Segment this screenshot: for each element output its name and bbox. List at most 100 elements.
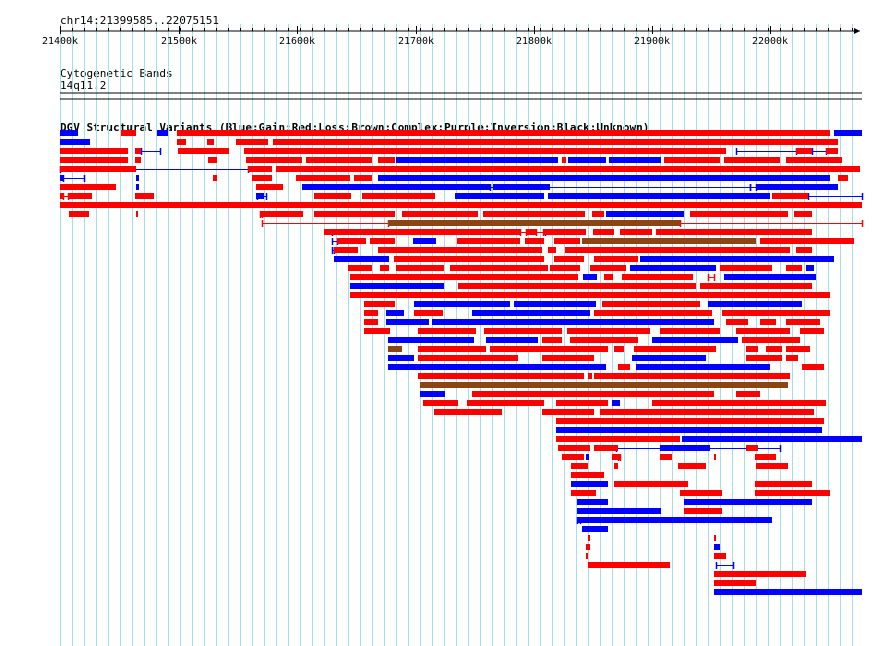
variant-gain[interactable] bbox=[556, 427, 822, 433]
variant-loss[interactable] bbox=[592, 211, 604, 217]
variant-gain[interactable] bbox=[334, 256, 389, 262]
variant-loss[interactable] bbox=[526, 229, 536, 235]
variant-loss[interactable] bbox=[588, 562, 670, 568]
variant-loss[interactable] bbox=[786, 355, 798, 361]
variant-loss[interactable] bbox=[207, 139, 214, 145]
variant-gain[interactable] bbox=[684, 499, 812, 505]
variant-loss[interactable] bbox=[726, 319, 748, 325]
variant-loss[interactable] bbox=[348, 265, 372, 271]
variant-loss[interactable] bbox=[593, 229, 614, 235]
variant-loss[interactable] bbox=[772, 193, 808, 199]
variant-loss[interactable] bbox=[558, 445, 590, 451]
variant-loss[interactable] bbox=[796, 148, 812, 154]
variant-loss[interactable] bbox=[660, 328, 720, 334]
variant-loss[interactable] bbox=[543, 229, 586, 235]
variant-gain[interactable] bbox=[548, 193, 770, 199]
variant-loss[interactable] bbox=[394, 256, 544, 262]
variant-loss[interactable] bbox=[246, 157, 302, 163]
variant-loss[interactable] bbox=[614, 346, 624, 352]
variant-gain[interactable] bbox=[514, 301, 596, 307]
variant-loss[interactable] bbox=[664, 157, 720, 163]
variant-loss[interactable] bbox=[60, 193, 63, 199]
variant-loss[interactable] bbox=[314, 193, 351, 199]
variant-gain[interactable] bbox=[612, 400, 620, 406]
variant-loss[interactable] bbox=[554, 238, 580, 244]
variant-gain[interactable] bbox=[577, 499, 608, 505]
variant-loss[interactable] bbox=[350, 274, 578, 280]
variant-loss[interactable] bbox=[794, 211, 812, 217]
variant-loss[interactable] bbox=[724, 157, 780, 163]
variant-loss[interactable] bbox=[296, 175, 350, 181]
variant-loss[interactable] bbox=[684, 508, 722, 514]
variant-loss[interactable] bbox=[273, 139, 838, 145]
variant-gain[interactable] bbox=[577, 517, 772, 523]
variant-gain[interactable] bbox=[157, 130, 168, 136]
variant-loss[interactable] bbox=[362, 193, 435, 199]
variant-loss[interactable] bbox=[802, 364, 824, 370]
variant-loss[interactable] bbox=[208, 157, 217, 163]
variant-complex[interactable] bbox=[420, 382, 788, 388]
variant-loss[interactable] bbox=[261, 211, 303, 217]
variant-gain[interactable] bbox=[386, 310, 404, 316]
variant-loss[interactable] bbox=[571, 490, 596, 496]
variant-loss[interactable] bbox=[714, 553, 726, 559]
variant-loss[interactable] bbox=[414, 310, 443, 316]
variant-loss[interactable] bbox=[354, 175, 372, 181]
variant-gain[interactable] bbox=[60, 130, 78, 136]
variant-complex[interactable] bbox=[388, 220, 680, 226]
variant-loss[interactable] bbox=[760, 319, 776, 325]
variant-gain[interactable] bbox=[630, 265, 716, 271]
variant-loss[interactable] bbox=[457, 238, 520, 244]
variant-loss[interactable] bbox=[434, 409, 502, 415]
variant-loss[interactable] bbox=[350, 292, 830, 298]
variant-loss[interactable] bbox=[418, 346, 486, 352]
variant-gain[interactable] bbox=[493, 184, 550, 190]
variant-loss[interactable] bbox=[562, 454, 584, 460]
variant-loss[interactable] bbox=[600, 409, 814, 415]
variant-gain[interactable] bbox=[583, 274, 597, 280]
variant-loss[interactable] bbox=[60, 148, 128, 154]
variant-gain[interactable] bbox=[350, 283, 444, 289]
variant-loss[interactable] bbox=[69, 211, 89, 217]
variant-loss[interactable] bbox=[472, 391, 714, 397]
variant-loss[interactable] bbox=[746, 445, 758, 451]
variant-loss[interactable] bbox=[490, 346, 608, 352]
variant-gain[interactable] bbox=[388, 355, 414, 361]
variant-loss[interactable] bbox=[135, 148, 141, 154]
variant-loss[interactable] bbox=[396, 265, 444, 271]
variant-loss[interactable] bbox=[177, 139, 186, 145]
variant-loss[interactable] bbox=[364, 310, 378, 316]
variant-complex[interactable] bbox=[582, 238, 756, 244]
variant-loss[interactable] bbox=[746, 355, 782, 361]
variant-gain[interactable] bbox=[302, 184, 490, 190]
variant-loss[interactable] bbox=[178, 148, 229, 154]
variant-loss[interactable] bbox=[378, 247, 542, 253]
variant-loss[interactable] bbox=[622, 274, 693, 280]
variant-loss[interactable] bbox=[800, 328, 824, 334]
variant-gain[interactable] bbox=[256, 193, 264, 199]
variant-gain[interactable] bbox=[834, 130, 862, 136]
variant-loss[interactable] bbox=[618, 364, 630, 370]
variant-loss[interactable] bbox=[714, 535, 716, 541]
variant-loss[interactable] bbox=[714, 571, 806, 577]
variant-loss[interactable] bbox=[755, 490, 830, 496]
variant-gain[interactable] bbox=[378, 175, 830, 181]
variant-loss[interactable] bbox=[121, 130, 136, 136]
variant-loss[interactable] bbox=[594, 310, 712, 316]
variant-loss[interactable] bbox=[542, 337, 562, 343]
variant-loss[interactable] bbox=[60, 157, 128, 163]
variant-gain[interactable] bbox=[420, 391, 445, 397]
variant-loss[interactable] bbox=[177, 130, 830, 136]
variant-loss[interactable] bbox=[314, 211, 395, 217]
variant-loss[interactable] bbox=[248, 166, 272, 172]
variant-loss[interactable] bbox=[604, 274, 613, 280]
variant-gain[interactable] bbox=[640, 256, 834, 262]
variant-gain[interactable] bbox=[632, 355, 706, 361]
variant-loss[interactable] bbox=[554, 256, 584, 262]
variant-loss[interactable] bbox=[680, 490, 722, 496]
variant-loss[interactable] bbox=[586, 544, 590, 550]
variant-loss[interactable] bbox=[755, 454, 776, 460]
variant-loss[interactable] bbox=[588, 373, 592, 379]
variant-loss[interactable] bbox=[570, 337, 638, 343]
variant-complex[interactable] bbox=[388, 346, 402, 352]
